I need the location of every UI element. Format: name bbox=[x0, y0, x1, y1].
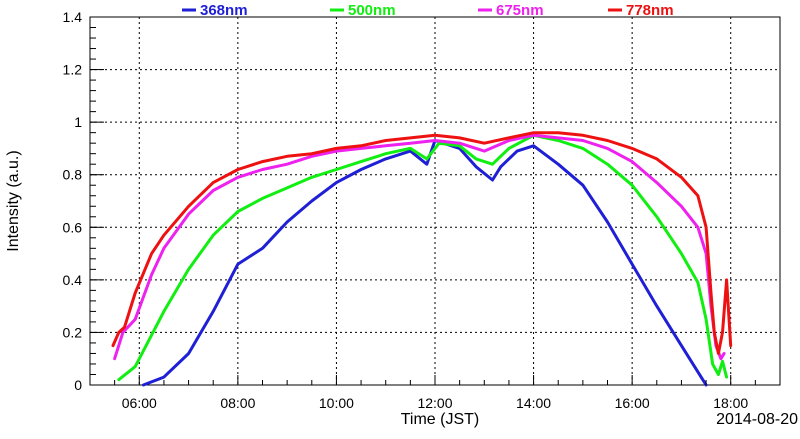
y-tick-label: 0.6 bbox=[63, 219, 83, 235]
x-tick-label: 16:00 bbox=[615, 395, 650, 411]
x-axis-label: Time (JST) bbox=[401, 411, 480, 428]
y-tick-label: 0.8 bbox=[63, 167, 83, 183]
series-line-778nm bbox=[111, 131, 733, 355]
series-layer bbox=[111, 131, 733, 387]
y-tick-label: 1 bbox=[74, 114, 82, 130]
date-label: 2014-08-20 bbox=[716, 411, 798, 428]
y-tick-label: 0 bbox=[74, 377, 82, 393]
series-line-675nm bbox=[113, 133, 726, 361]
series-line-500nm bbox=[117, 133, 729, 382]
y-tick-label: 0.4 bbox=[63, 272, 83, 288]
x-tick-label: 06:00 bbox=[122, 395, 157, 411]
legend: 368nm 500nm 675nm 778nm bbox=[182, 2, 674, 19]
y-tick-label: 1.2 bbox=[63, 62, 83, 78]
y-axis-label: Intensity (a.u.) bbox=[5, 150, 22, 251]
legend-label: 778nm bbox=[626, 2, 674, 19]
x-tick-label: 08:00 bbox=[220, 395, 255, 411]
x-tick-label: 10:00 bbox=[319, 395, 354, 411]
x-tick-label: 18:00 bbox=[713, 395, 748, 411]
axis-ticks: 06:00 08:00 10:00 12:00 14:00 16:00 18:00 0 0.2 0… bbox=[63, 9, 781, 411]
y-tick-label: 0.2 bbox=[63, 324, 83, 340]
x-tick-label: 14:00 bbox=[516, 395, 551, 411]
legend-label: 500nm bbox=[348, 2, 396, 19]
y-tick-label: 1.4 bbox=[63, 9, 83, 25]
legend-label: 675nm bbox=[496, 2, 544, 19]
x-tick-label: 12:00 bbox=[417, 395, 452, 411]
legend-label: 368nm bbox=[200, 2, 248, 19]
